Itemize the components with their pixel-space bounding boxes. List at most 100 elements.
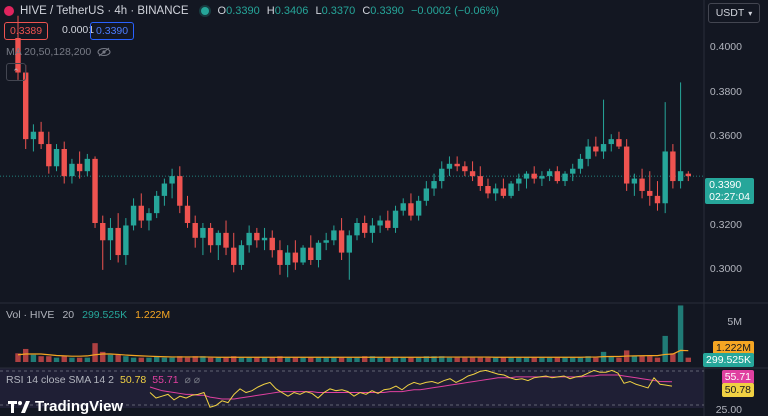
volume-bar — [269, 357, 275, 362]
candle-body — [446, 163, 453, 169]
rsi-band-background — [0, 368, 704, 408]
candle-body — [608, 139, 614, 145]
volume-bar — [585, 356, 591, 362]
candle-body — [392, 210, 399, 228]
candle-body — [53, 149, 60, 167]
candle-body — [100, 223, 106, 241]
volume-bar — [323, 357, 329, 362]
volume-period: 20 — [62, 309, 75, 321]
volume-bar — [400, 357, 406, 362]
volume-bar — [238, 357, 245, 362]
candle-body — [685, 173, 691, 177]
candle-body — [516, 178, 522, 184]
price-axis-tick: 0.4000 — [709, 41, 742, 53]
candle-body — [192, 223, 198, 238]
candle-body — [469, 171, 476, 177]
candle-body — [670, 151, 676, 182]
volume-bar — [647, 356, 653, 362]
candle-body — [593, 146, 599, 152]
candle-body — [38, 131, 44, 145]
volume-bar — [246, 357, 252, 362]
candle-body — [130, 205, 137, 226]
volume-ma-value: 1.222M — [135, 309, 171, 321]
candle-body — [546, 171, 553, 177]
volume-bar — [492, 357, 499, 362]
volume-bar — [69, 357, 75, 362]
volume-bar — [639, 356, 645, 362]
price-axis-tick: 0.3200 — [709, 219, 742, 231]
candle-body — [223, 232, 229, 248]
collapse-legend-button[interactable]: ⌃ — [6, 63, 26, 81]
candle-body — [462, 166, 468, 172]
volume-bar — [161, 357, 168, 362]
volume-bar — [662, 335, 668, 362]
volume-bar — [593, 357, 599, 362]
candle-body — [647, 190, 653, 196]
price-axis-tick: 0.3800 — [709, 86, 742, 98]
chevron-up-icon: ⌃ — [12, 66, 20, 77]
ma-indicator-legend[interactable]: MA 20,50,128,200 — [6, 46, 111, 58]
candle-body — [539, 176, 545, 179]
rsi-value: 50.78 — [119, 374, 147, 386]
volume-bar — [53, 357, 60, 362]
volume-bar — [354, 357, 360, 362]
volume-bar — [431, 356, 437, 362]
candle-body — [362, 223, 368, 233]
candle-body — [107, 227, 114, 241]
candle-body — [84, 158, 91, 172]
volume-bar — [153, 356, 160, 362]
volume-bar — [100, 351, 106, 362]
currency-selector[interactable]: USDT ▾ — [708, 3, 760, 23]
sell-button[interactable]: 0.3389 — [4, 22, 49, 40]
candle-body — [369, 225, 376, 233]
candle-body — [577, 158, 584, 169]
candle-body — [269, 237, 275, 251]
candle-body — [554, 171, 561, 182]
volume-bar — [562, 357, 568, 362]
candle-body — [76, 163, 83, 172]
price-axis-tick: 0.3000 — [709, 263, 742, 275]
volume-bar — [469, 357, 476, 362]
symbol-title[interactable]: HIVE / TetherUS · 4h · BINANCE — [20, 5, 189, 17]
buy-button[interactable]: 0.3390 — [90, 22, 135, 40]
candle-body — [631, 178, 638, 184]
candle-body — [431, 181, 437, 189]
candle-body — [161, 183, 168, 196]
candle-body — [385, 220, 391, 228]
candle-body — [354, 223, 360, 236]
volume-bar — [516, 357, 522, 362]
volume-bar — [284, 357, 291, 362]
volume-bar — [423, 356, 430, 362]
rsi-legend[interactable]: RSI 14 close SMA 14 2 50.78 55.71 ⌀ ⌀ — [6, 374, 200, 386]
volume-bar — [531, 357, 537, 362]
volume-legend[interactable]: Vol · HIVE 20 299.525K 1.222M — [6, 309, 170, 321]
candle-body — [315, 242, 322, 260]
tradingview-watermark[interactable]: TradingView — [8, 398, 123, 415]
tradingview-logo-icon — [8, 400, 30, 413]
volume-bar — [377, 357, 383, 362]
volume-bar — [254, 357, 260, 362]
candle-body — [261, 237, 268, 241]
ma-visibility-icon: ⌀ ⌀ — [184, 374, 201, 386]
volume-bar — [523, 357, 530, 362]
volume-bar — [631, 356, 638, 362]
rsi-sma-tag: 55.71 — [721, 370, 754, 384]
volume-bar — [200, 356, 206, 362]
volume-bar — [138, 357, 144, 362]
volume-bar — [277, 356, 283, 362]
candle-body — [215, 232, 222, 246]
volume-bar — [346, 357, 352, 362]
volume-bar — [554, 357, 561, 362]
volume-bar — [654, 357, 661, 362]
volume-bar — [546, 357, 553, 362]
low-value: 0.3370 — [321, 5, 356, 17]
volume-bar — [539, 357, 545, 362]
eye-hidden-icon[interactable] — [97, 47, 111, 57]
volume-bar — [477, 357, 483, 362]
candle-body — [323, 240, 329, 243]
candle-body — [639, 178, 645, 191]
candle-body — [331, 230, 337, 241]
volume-bar — [231, 356, 237, 362]
candle-body — [300, 247, 306, 263]
